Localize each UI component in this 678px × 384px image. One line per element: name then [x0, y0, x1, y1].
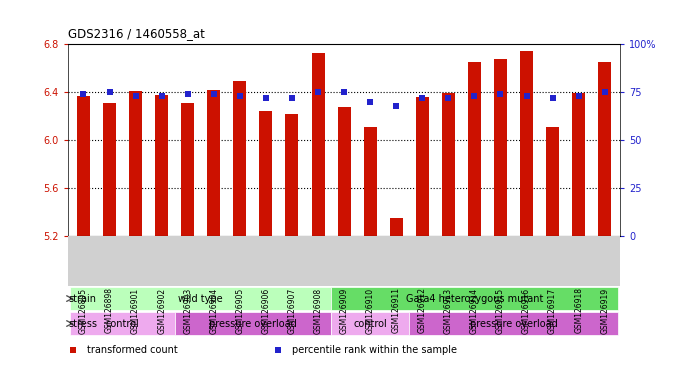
Text: control: control	[106, 318, 140, 329]
Text: GDS2316 / 1460558_at: GDS2316 / 1460558_at	[68, 27, 205, 40]
Bar	[442, 93, 455, 236]
Bar	[546, 127, 559, 236]
Bar	[285, 114, 298, 236]
Bar	[71, 312, 175, 335]
Bar	[494, 58, 507, 236]
Text: control: control	[353, 318, 387, 329]
Bar	[260, 111, 273, 236]
Bar	[77, 96, 90, 236]
Text: Gata4 heterozygous mutant: Gata4 heterozygous mutant	[405, 293, 543, 304]
Bar	[390, 218, 403, 236]
Bar	[71, 287, 331, 310]
Bar	[468, 62, 481, 236]
Text: pressure overload: pressure overload	[209, 318, 297, 329]
Bar	[338, 106, 351, 236]
Text: wild type: wild type	[178, 293, 223, 304]
Text: pressure overload: pressure overload	[470, 318, 557, 329]
Bar	[233, 81, 246, 236]
Bar	[181, 103, 194, 236]
Bar	[363, 127, 377, 236]
Bar	[129, 91, 142, 236]
Text: stress: stress	[68, 318, 98, 329]
Bar	[175, 312, 331, 335]
Bar	[103, 103, 116, 236]
Bar	[331, 312, 410, 335]
Bar	[520, 51, 533, 236]
Bar	[331, 287, 618, 310]
Bar	[572, 93, 585, 236]
Bar	[416, 97, 428, 236]
Bar	[155, 94, 168, 236]
Bar	[207, 90, 220, 236]
Text: strain: strain	[68, 293, 96, 304]
Text: percentile rank within the sample: percentile rank within the sample	[292, 345, 456, 355]
Bar	[311, 53, 325, 236]
Text: transformed count: transformed count	[87, 345, 178, 355]
Bar	[598, 62, 612, 236]
Bar	[410, 312, 618, 335]
